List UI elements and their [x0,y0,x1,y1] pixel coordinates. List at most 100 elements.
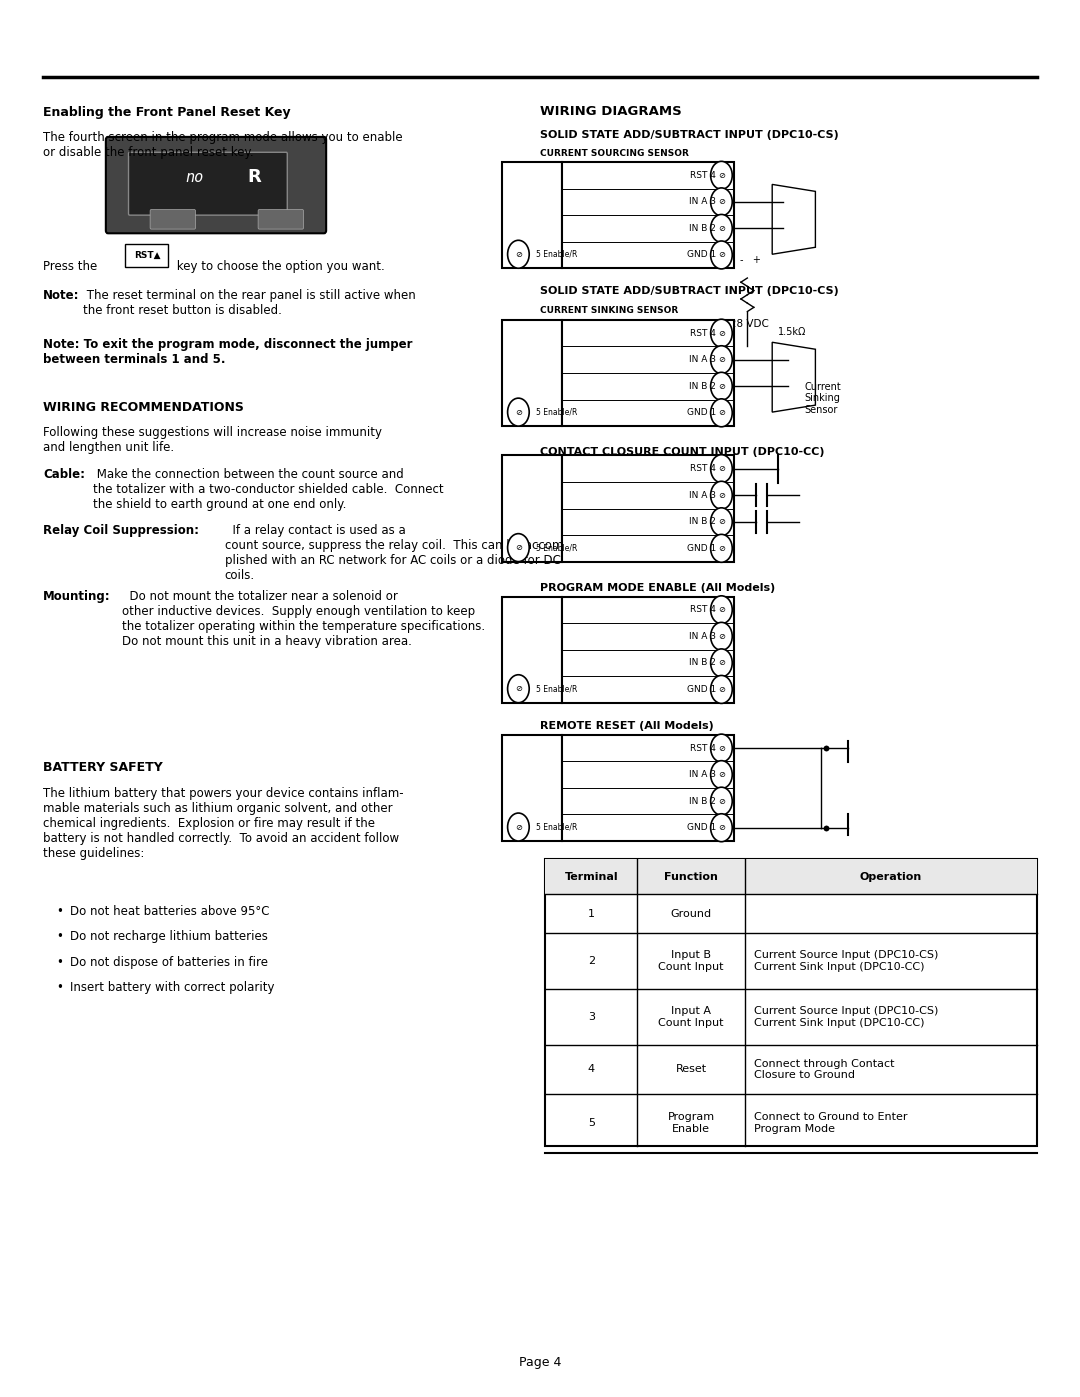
Circle shape [711,760,732,788]
Text: Operation: Operation [860,872,922,882]
Text: 5 Enable/R: 5 Enable/R [536,408,577,416]
Circle shape [711,787,732,816]
Text: RST 4: RST 4 [690,743,716,753]
Text: 5 Enable/R: 5 Enable/R [536,685,577,693]
Text: IN A 3: IN A 3 [689,355,716,365]
Text: REMOTE RESET (All Models): REMOTE RESET (All Models) [540,721,714,731]
Circle shape [711,648,732,678]
Bar [502,597,562,703]
Text: Reset: Reset [676,1065,706,1074]
Text: BATTERY SAFETY: BATTERY SAFETY [43,761,163,774]
Text: ⊘: ⊘ [718,197,725,207]
Bar [562,320,734,426]
Text: ⊘: ⊘ [515,250,522,258]
Circle shape [711,813,732,841]
Text: GND 1: GND 1 [687,823,716,833]
Text: GND 1: GND 1 [687,408,716,418]
Text: Connect through Contact
Closure to Ground: Connect through Contact Closure to Groun… [754,1059,894,1080]
Text: 5: 5 [588,1118,595,1129]
Text: CURRENT SOURCING SENSOR: CURRENT SOURCING SENSOR [540,149,689,158]
Text: CONTACT CLOSURE COUNT INPUT (DPC10-CC): CONTACT CLOSURE COUNT INPUT (DPC10-CC) [540,447,824,457]
Bar [502,455,562,562]
Text: Press the: Press the [43,260,102,272]
Text: If a relay contact is used as a
count source, suppress the relay coil.  This can: If a relay contact is used as a count so… [225,524,567,583]
Circle shape [508,534,529,562]
Text: ⊘: ⊘ [718,631,725,641]
Text: 3: 3 [588,1011,595,1023]
Text: •: • [56,956,63,968]
Text: 4: 4 [588,1065,595,1074]
Text: Current Source Input (DPC10-CS)
Current Sink Input (DPC10-CC): Current Source Input (DPC10-CS) Current … [754,950,939,972]
Circle shape [711,535,732,563]
Text: 2: 2 [588,956,595,967]
Text: ⊘: ⊘ [718,743,725,753]
Text: Relay Coil Suppression:: Relay Coil Suppression: [43,524,199,536]
Text: RST▲: RST▲ [134,251,160,260]
Text: IN A 3: IN A 3 [689,490,716,500]
Text: IN A 3: IN A 3 [689,197,716,207]
Bar [562,735,734,841]
Circle shape [711,242,732,270]
Text: CURRENT SINKING SENSOR: CURRENT SINKING SENSOR [540,306,678,314]
Text: IN A 3: IN A 3 [689,770,716,780]
Text: PROGRAM MODE ENABLE (All Models): PROGRAM MODE ENABLE (All Models) [540,583,775,592]
Text: GND 1: GND 1 [687,543,716,553]
Text: -   +: - + [740,256,760,265]
Text: Do not recharge lithium batteries: Do not recharge lithium batteries [70,930,268,943]
Text: ⊘: ⊘ [718,517,725,527]
Bar [545,859,1037,894]
Text: Enabling the Front Panel Reset Key: Enabling the Front Panel Reset Key [43,106,291,119]
Text: WIRING RECOMMENDATIONS: WIRING RECOMMENDATIONS [43,401,244,414]
Text: Do not dispose of batteries in fire: Do not dispose of batteries in fire [70,956,268,968]
Text: 5 Enable/R: 5 Enable/R [536,543,577,552]
Text: ⊘: ⊘ [718,408,725,418]
Circle shape [508,240,529,268]
Text: 5 Enable/R: 5 Enable/R [536,823,577,831]
Text: RST 4: RST 4 [690,605,716,615]
Text: Input A
Count Input: Input A Count Input [659,1006,724,1028]
Text: Terminal: Terminal [565,872,618,882]
Text: no: no [186,170,203,184]
Text: The lithium battery that powers your device contains inflam-
mable materials suc: The lithium battery that powers your dev… [43,787,404,859]
Text: IN B 2: IN B 2 [689,224,716,233]
Text: ⊘: ⊘ [515,823,522,831]
Text: GND 1: GND 1 [687,250,716,260]
Circle shape [508,675,529,703]
Bar [562,455,734,562]
Circle shape [508,398,529,426]
Text: IN B 2: IN B 2 [689,381,716,391]
Text: ⊘: ⊘ [718,658,725,668]
Text: R: R [247,169,260,186]
Text: ⊘: ⊘ [718,823,725,833]
Polygon shape [772,342,815,412]
Circle shape [711,215,732,243]
Text: IN B 2: IN B 2 [689,517,716,527]
Bar [545,859,1037,1146]
Text: ⊘: ⊘ [718,543,725,553]
Circle shape [711,346,732,374]
FancyBboxPatch shape [106,137,326,233]
Circle shape [711,676,732,704]
Text: ⊘: ⊘ [718,170,725,180]
Text: +6 to +28 VDC: +6 to +28 VDC [689,319,769,328]
Text: GND 1: GND 1 [687,685,716,694]
Text: ⊘: ⊘ [718,685,725,694]
Text: ⊘: ⊘ [718,381,725,391]
Text: Note: To exit the program mode, disconnect the jumper
between terminals 1 and 5.: Note: To exit the program mode, disconne… [43,338,413,366]
Text: The reset terminal on the rear panel is still active when
the front reset button: The reset terminal on the rear panel is … [83,289,416,317]
Text: WIRING DIAGRAMS: WIRING DIAGRAMS [540,105,681,117]
Text: ⊘: ⊘ [718,224,725,233]
Text: ⊘: ⊘ [718,490,725,500]
Text: RST 4: RST 4 [690,170,716,180]
Circle shape [508,813,529,841]
Text: IN B 2: IN B 2 [689,796,716,806]
FancyBboxPatch shape [125,244,168,267]
Text: Function: Function [664,872,718,882]
Text: Following these suggestions will increase noise immunity
and lengthen unit life.: Following these suggestions will increas… [43,426,382,454]
Circle shape [711,597,732,624]
Text: ⊘: ⊘ [515,408,522,416]
Text: 1.5kΩ: 1.5kΩ [778,327,806,337]
Text: Mounting:: Mounting: [43,590,111,602]
FancyBboxPatch shape [258,210,303,229]
Text: ⊘: ⊘ [718,355,725,365]
